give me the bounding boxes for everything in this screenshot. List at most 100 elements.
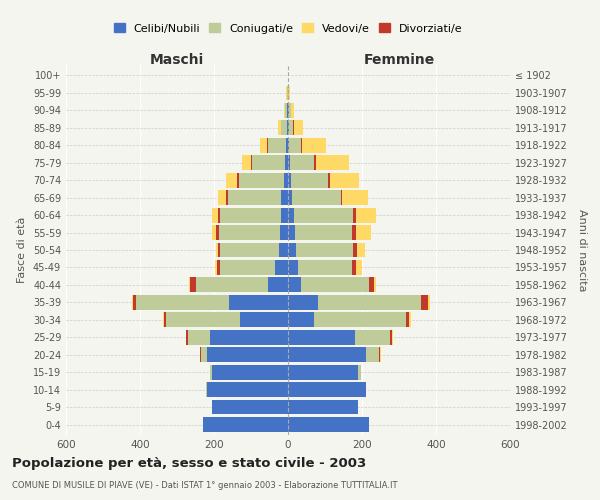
Bar (280, 225, 288, 240)
Text: Popolazione per età, sesso e stato civile - 2003: Popolazione per età, sesso e stato civil… (12, 458, 366, 470)
Bar (289, 103, 290, 118)
Bar (288, 278, 301, 292)
Bar (164, 312, 166, 327)
Bar (292, 190, 341, 205)
Bar (288, 208, 293, 222)
Bar (288, 417, 370, 432)
Bar (229, 295, 288, 310)
Bar (343, 190, 368, 205)
Bar (316, 156, 349, 170)
Bar (356, 225, 371, 240)
Bar (301, 278, 370, 292)
Bar (409, 312, 411, 327)
Bar (289, 120, 293, 135)
Bar (206, 382, 288, 397)
Bar (287, 103, 288, 118)
Bar (188, 330, 210, 344)
Bar (366, 382, 367, 397)
Bar (288, 242, 296, 258)
Bar (330, 173, 359, 188)
Bar (341, 190, 343, 205)
Bar (428, 295, 430, 310)
Text: Femmine: Femmine (364, 52, 434, 66)
Bar (226, 173, 238, 188)
Bar (421, 295, 428, 310)
Bar (284, 103, 286, 118)
Bar (238, 173, 239, 188)
Bar (291, 173, 328, 188)
Bar (216, 225, 219, 240)
Bar (288, 190, 292, 205)
Bar (212, 400, 288, 414)
Bar (281, 208, 288, 222)
Bar (298, 260, 352, 275)
Bar (317, 295, 421, 310)
Bar (267, 138, 268, 152)
Bar (356, 208, 376, 222)
Legend: Celibi/Nubili, Coniugati/e, Vedovi/e, Divorziati/e: Celibi/Nubili, Coniugati/e, Vedovi/e, Di… (109, 19, 467, 38)
Bar (392, 330, 394, 344)
Bar (288, 348, 366, 362)
Bar (286, 103, 287, 118)
Bar (218, 242, 220, 258)
Bar (166, 312, 240, 327)
Bar (201, 348, 206, 362)
Bar (288, 103, 289, 118)
Bar (212, 208, 218, 222)
Bar (293, 120, 303, 135)
Bar (288, 138, 289, 152)
Bar (268, 138, 286, 152)
Bar (288, 400, 358, 414)
Bar (240, 312, 288, 327)
Bar (287, 120, 288, 135)
Bar (190, 278, 196, 292)
Bar (189, 278, 190, 292)
Bar (353, 242, 357, 258)
Bar (281, 120, 287, 135)
Bar (355, 330, 390, 344)
Bar (133, 295, 136, 310)
Bar (290, 156, 314, 170)
Bar (226, 190, 227, 205)
Bar (357, 242, 365, 258)
Bar (374, 278, 376, 292)
Bar (216, 242, 218, 258)
Bar (220, 260, 275, 275)
Bar (296, 242, 353, 258)
Bar (366, 348, 379, 362)
Bar (227, 190, 281, 205)
Bar (281, 190, 288, 205)
Bar (239, 173, 284, 188)
Bar (356, 260, 362, 275)
Bar (358, 365, 361, 380)
Bar (370, 278, 374, 292)
Bar (200, 348, 201, 362)
Bar (288, 120, 289, 135)
Bar (379, 348, 380, 362)
Bar (218, 190, 226, 205)
Bar (295, 225, 352, 240)
Bar (288, 330, 355, 344)
Bar (352, 225, 356, 240)
Bar (285, 156, 288, 170)
Bar (220, 242, 279, 258)
Bar (288, 173, 291, 188)
Bar (390, 330, 392, 344)
Y-axis label: Fasce di età: Fasce di età (17, 217, 27, 283)
Bar (185, 330, 186, 344)
Bar (314, 156, 316, 170)
Bar (288, 312, 314, 327)
Bar (352, 260, 356, 275)
Bar (219, 225, 280, 240)
Y-axis label: Anni di nascita: Anni di nascita (577, 209, 587, 291)
Bar (288, 365, 358, 380)
Bar (132, 295, 133, 310)
Bar (279, 242, 288, 258)
Bar (206, 348, 288, 362)
Text: Maschi: Maschi (150, 52, 204, 66)
Bar (218, 208, 220, 222)
Bar (328, 173, 330, 188)
Bar (212, 225, 216, 240)
Bar (203, 417, 288, 432)
Bar (302, 138, 326, 152)
